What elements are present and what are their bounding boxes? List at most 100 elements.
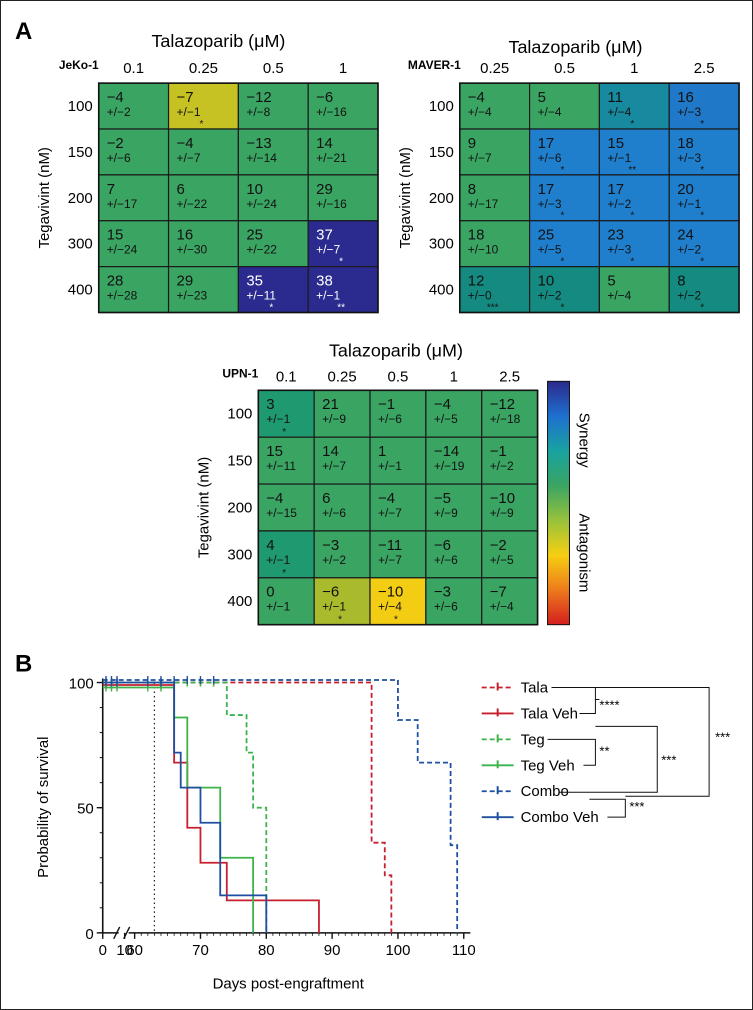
- cell-value: 17: [607, 181, 624, 198]
- y-axis-label: Tegavivint (nM): [195, 457, 212, 558]
- heatmap-cell: [369, 436, 427, 485]
- survival-curve-tala-veh: [102, 684, 320, 933]
- cell-error: +/−21: [316, 151, 347, 165]
- cell-value: 25: [246, 227, 263, 244]
- cell-error: +/−23: [177, 289, 208, 303]
- significance-marker: *: [339, 257, 343, 268]
- cell-error: +/−2: [107, 105, 131, 119]
- colorbar-label-antagonism: Antagonism: [575, 513, 592, 592]
- significance-marker: *: [630, 257, 634, 268]
- cell-value: 15: [107, 227, 124, 244]
- cell-error: +/−9: [322, 412, 346, 426]
- significance-marker: *: [561, 257, 565, 268]
- cell-value: 1: [378, 443, 386, 460]
- heatmap-upn-1: Talazoparib (μM) UPN-1 0.1 0.25 0.5 1 2.5 100 15…: [195, 340, 539, 626]
- y-tick-label: 0: [85, 926, 93, 943]
- survival-curve-tala: [102, 681, 393, 933]
- y-axis-label: Probability of survival: [35, 737, 52, 878]
- cell-error: +/−1: [266, 600, 290, 614]
- cell-value: 8: [677, 273, 685, 290]
- cell-value: 25: [538, 227, 555, 244]
- cell-value: 21: [322, 396, 339, 413]
- cell-error: +/−7: [378, 553, 402, 567]
- cell-error: +/−3: [607, 243, 631, 257]
- y-axis-label: Tegavivint (nM): [36, 147, 53, 248]
- sig-label-tala: ****: [599, 697, 619, 712]
- heatmap-cell: [528, 82, 601, 130]
- significance-marker: *: [630, 211, 634, 222]
- cell-value: 29: [177, 273, 194, 290]
- cell-value: 16: [177, 227, 194, 244]
- cell-value: −10: [378, 584, 403, 601]
- heatmap-cell: [598, 82, 670, 130]
- cell-error: +/−6: [107, 151, 131, 165]
- heatmap-maver-1: Talazoparib (μM) MAVER-1 0.25 0.5 1 2.5 100 150…: [397, 37, 740, 314]
- cell-error: +/−4: [378, 600, 402, 614]
- bracket-teg: [547, 738, 596, 766]
- column-tick-label: 1: [630, 60, 638, 77]
- heatmap-title: Talazoparib (μM): [329, 340, 463, 360]
- cell-error: +/−11: [266, 459, 296, 473]
- cell-value: −6: [316, 89, 333, 106]
- heatmap-cell: [481, 530, 539, 579]
- significance-marker: *: [394, 615, 398, 626]
- cell-error: +/−7: [316, 243, 340, 257]
- column-tick-label: 0.5: [263, 60, 284, 77]
- cell-value: 20: [677, 181, 694, 198]
- legend-label: Combo: [521, 783, 569, 800]
- significance-marker: *: [700, 119, 704, 130]
- cell-error: +/−1: [677, 197, 701, 211]
- colorbar: Synergy Antagonism: [547, 380, 592, 626]
- x-tick-label: 90: [324, 942, 341, 959]
- cell-error: +/−6: [538, 151, 562, 165]
- cell-value: 18: [468, 227, 485, 244]
- cell-error: +/−6: [322, 506, 346, 520]
- x-tick-label: 100: [385, 942, 410, 959]
- cell-error: +/−2: [677, 289, 701, 303]
- heatmap-cell: [307, 220, 379, 268]
- cell-value: 10: [246, 181, 263, 198]
- column-tick-label: 0.5: [554, 60, 575, 77]
- cell-error: +/−1: [607, 151, 631, 165]
- cell-error: +/−24: [107, 243, 138, 257]
- cell-value: −4: [434, 396, 451, 413]
- cell-value: 10: [538, 273, 555, 290]
- cell-error: +/−7: [468, 151, 492, 165]
- heatmap-cell: [481, 483, 539, 532]
- row-tick-label: 150: [227, 453, 252, 470]
- survival-curve-combo-veh: [102, 681, 268, 933]
- heatmap-border: [257, 389, 539, 626]
- row-tick-label: 100: [429, 98, 454, 115]
- heatmap-cell: [237, 266, 309, 314]
- y-tick-label: 100: [69, 676, 94, 693]
- cell-value: 16: [677, 89, 694, 106]
- cell-error: +/−30: [177, 243, 208, 257]
- column-tick-label: 2.5: [694, 60, 715, 77]
- heatmap-cell: [257, 389, 315, 438]
- cell-value: 37: [316, 227, 333, 244]
- x-tick-label: 80: [258, 942, 275, 959]
- x-tick-label: 110: [452, 942, 476, 959]
- cell-value: −12: [246, 89, 271, 106]
- cell-error: +/−1: [316, 289, 340, 303]
- sig-label-combo: ***: [629, 799, 644, 814]
- heatmap-border: [97, 82, 379, 314]
- cell-error: +/−3: [538, 197, 562, 211]
- cell-value: −1: [378, 396, 395, 413]
- cell-error: +/−4: [607, 289, 631, 303]
- cell-error: +/−2: [538, 289, 562, 303]
- cell-error: +/−4: [468, 105, 492, 119]
- sig-label-teg: **: [599, 743, 609, 758]
- significance-marker: *: [282, 568, 286, 579]
- cell-error: +/−3: [677, 105, 701, 119]
- cell-error: +/−11: [246, 289, 276, 303]
- row-tick-label: 400: [227, 593, 252, 610]
- significance-marker: *: [700, 165, 704, 176]
- heatmap-title: Talazoparib (μM): [151, 31, 285, 51]
- cell-value: −7: [490, 584, 507, 601]
- heatmap-cell: [167, 220, 239, 268]
- cell-error: +/−2: [677, 243, 701, 257]
- cell-value: −3: [322, 537, 339, 554]
- significance-marker: **: [337, 303, 345, 314]
